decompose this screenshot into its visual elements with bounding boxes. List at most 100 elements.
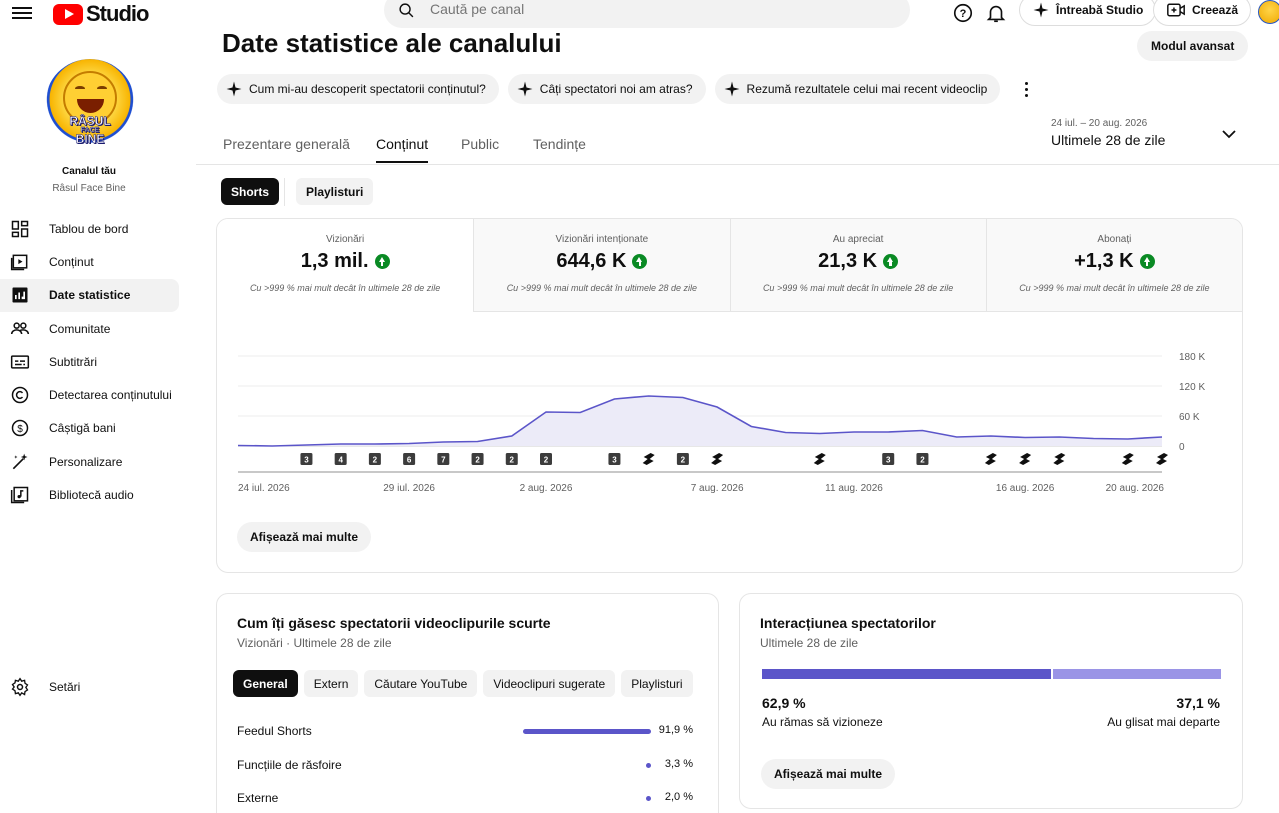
laughing-face-icon	[63, 71, 117, 125]
upload-count-badge	[403, 453, 416, 465]
y-tick-label: 120 K	[1179, 382, 1205, 393]
chart-area	[238, 396, 1162, 446]
segment-playlists[interactable]: Playlisturi	[296, 178, 374, 205]
upload-count-badge	[368, 453, 381, 465]
sidebar-item-settings[interactable]: Setări	[0, 670, 179, 703]
notifications-bell-icon[interactable]	[985, 2, 1007, 24]
metric-views[interactable]: Vizionări 1,3 mil. Cu >999 % mai mult de…	[217, 219, 474, 312]
suggestion-chip[interactable]: Cum mi-au descoperit spectatorii conținu…	[217, 74, 499, 104]
sidebar-item-audio-library[interactable]: Bibliotecă audio	[0, 478, 179, 511]
x-tick-label: 16 aug. 2026	[996, 483, 1055, 494]
shorts-icon	[1053, 453, 1066, 465]
source-tab-playlists[interactable]: Playlisturi	[621, 670, 693, 697]
search-bar[interactable]	[384, 0, 910, 28]
y-tick-label: 60 K	[1179, 412, 1200, 423]
search-input[interactable]	[430, 1, 830, 17]
shorts-icon	[642, 453, 655, 465]
viewer-interaction-card: Interacțiunea spectatorilor Ultimele 28 …	[739, 593, 1243, 809]
upload-count-label: 2	[920, 456, 925, 465]
source-tab-general[interactable]: General	[233, 670, 298, 697]
sidebar-item-customization[interactable]: Personalizare	[0, 445, 179, 478]
traffic-sources-card: Cum îți găsesc spectatorii videoclipuril…	[216, 593, 719, 813]
source-row[interactable]: Funcțiile de răsfoire 3,3 %	[237, 756, 693, 774]
upload-count-label: 3	[612, 456, 617, 465]
ask-studio-button[interactable]: Întreabă Studio	[1019, 0, 1157, 26]
upload-count-badge	[676, 453, 689, 465]
upload-count-label: 4	[338, 456, 343, 465]
sidebar-item-subtitles[interactable]: Subtitrări	[0, 345, 179, 378]
sidebar-item-content-detection[interactable]: Detectarea conținutului	[0, 378, 179, 411]
metric-likes[interactable]: Au apreciat 21,3 K Cu >999 % mai mult de…	[729, 219, 986, 312]
more-options-icon[interactable]	[1018, 79, 1034, 99]
source-tab-external[interactable]: Extern	[303, 670, 359, 697]
sparkle-icon	[1033, 2, 1049, 18]
source-label: Feedul Shorts	[237, 724, 312, 738]
create-video-icon	[1167, 3, 1185, 17]
account-avatar[interactable]	[1258, 0, 1279, 24]
segment-shorts[interactable]: Shorts	[221, 178, 280, 205]
suggestion-chip[interactable]: Rezumă rezultatele celui mai recent vide…	[714, 74, 1001, 104]
x-tick-label: 7 aug. 2026	[691, 483, 744, 494]
svg-text:$: $	[17, 424, 23, 435]
upload-count-label: 3	[886, 456, 891, 465]
chevron-down-icon[interactable]	[1221, 128, 1237, 140]
stayed-label: Au rămas să vizioneze	[762, 715, 883, 729]
advanced-mode-button[interactable]: Modul avansat	[1137, 31, 1249, 61]
source-tab-youtube-search[interactable]: Căutare YouTube	[364, 670, 478, 697]
sidebar-item-dashboard[interactable]: Tablou de bord	[0, 212, 179, 245]
tab-audience[interactable]: Public	[461, 136, 500, 152]
sparkle-icon	[724, 81, 740, 97]
show-more-button[interactable]: Afișează mai multe	[761, 759, 896, 789]
date-range-picker[interactable]: 24 iul. – 20 aug. 2026 Ultimele 28 de zi…	[1051, 118, 1166, 148]
card-title: Cum îți găsesc spectatorii videoclipuril…	[237, 615, 551, 631]
search-icon	[399, 3, 414, 18]
create-button[interactable]: Creează	[1153, 0, 1252, 26]
trend-up-icon	[632, 254, 648, 269]
shorts-icon	[1121, 453, 1134, 465]
metric-subscribers[interactable]: Abonați +1,3 K Cu >999 % mai mult decât …	[985, 219, 1242, 312]
source-row[interactable]: Feedul Shorts 91,9 %	[237, 722, 693, 740]
card-subtitle: Vizionări · Ultimele 28 de zile	[237, 636, 392, 650]
tab-trends[interactable]: Tendințe	[533, 136, 586, 152]
source-row[interactable]: Externe 2,0 %	[237, 789, 693, 807]
gear-icon	[11, 677, 29, 697]
views-chart: 180 K 120 K 60 K 0 3 4 2 6 7 2 2 2 3 2 3 2 24 iul. 2026 2…	[237, 352, 1205, 494]
y-tick-label: 0	[1179, 442, 1185, 453]
metrics-card: Vizionări 1,3 mil. Cu >999 % mai mult de…	[216, 218, 1243, 573]
tab-content[interactable]: Conținut	[376, 136, 429, 163]
menu-icon[interactable]	[12, 4, 32, 20]
segment-divider	[284, 178, 285, 206]
source-tabs: General Extern Căutare YouTube Videoclip…	[233, 670, 693, 697]
metric-engaged-views[interactable]: Vizionări intenționate 644,6 K Cu >999 %…	[473, 219, 730, 312]
subtitles-icon	[10, 355, 30, 369]
upload-count-label: 7	[441, 456, 446, 465]
monetization-icon: $	[11, 420, 29, 437]
x-tick-label: 11 aug. 2026	[825, 483, 883, 494]
source-tab-suggested[interactable]: Videoclipuri sugerate	[483, 670, 616, 697]
upload-count-badge	[505, 453, 518, 465]
sidebar-item-earn[interactable]: $ Câștigă bani	[0, 412, 179, 445]
sidebar-item-content[interactable]: Conținut	[0, 245, 179, 278]
chart-line	[237, 395, 1163, 447]
trend-up-icon	[883, 254, 899, 269]
sidebar-item-analytics[interactable]: Date statistice	[0, 278, 179, 312]
upload-count-badge	[471, 453, 484, 465]
suggestion-chip[interactable]: Câți spectatori noi am atras?	[507, 74, 706, 104]
stayed-percent: 62,9 %	[762, 695, 806, 711]
metric-value: 644,6 K	[556, 250, 627, 272]
y-tick-label: 180 K	[1179, 352, 1205, 363]
shorts-icon	[1156, 453, 1168, 465]
help-icon[interactable]: ?	[952, 2, 974, 24]
upload-count-label: 2	[681, 456, 686, 465]
trend-up-icon	[374, 254, 390, 269]
magic-wand-icon	[12, 453, 28, 469]
source-value: 2,0 %	[664, 791, 693, 803]
source-value: 3,3 %	[664, 757, 693, 770]
channel-avatar[interactable]: RÂSUL FACE BINE	[45, 59, 135, 149]
sidebar-item-community[interactable]: Comunitate	[0, 312, 179, 345]
tab-overview[interactable]: Prezentare generală	[223, 136, 350, 152]
youtube-studio-logo[interactable]: Studio	[53, 1, 149, 27]
metric-tabs: Vizionări 1,3 mil. Cu >999 % mai mult de…	[217, 219, 1242, 312]
show-more-button[interactable]: Afișează mai multe	[237, 522, 372, 552]
source-bar	[523, 729, 651, 734]
